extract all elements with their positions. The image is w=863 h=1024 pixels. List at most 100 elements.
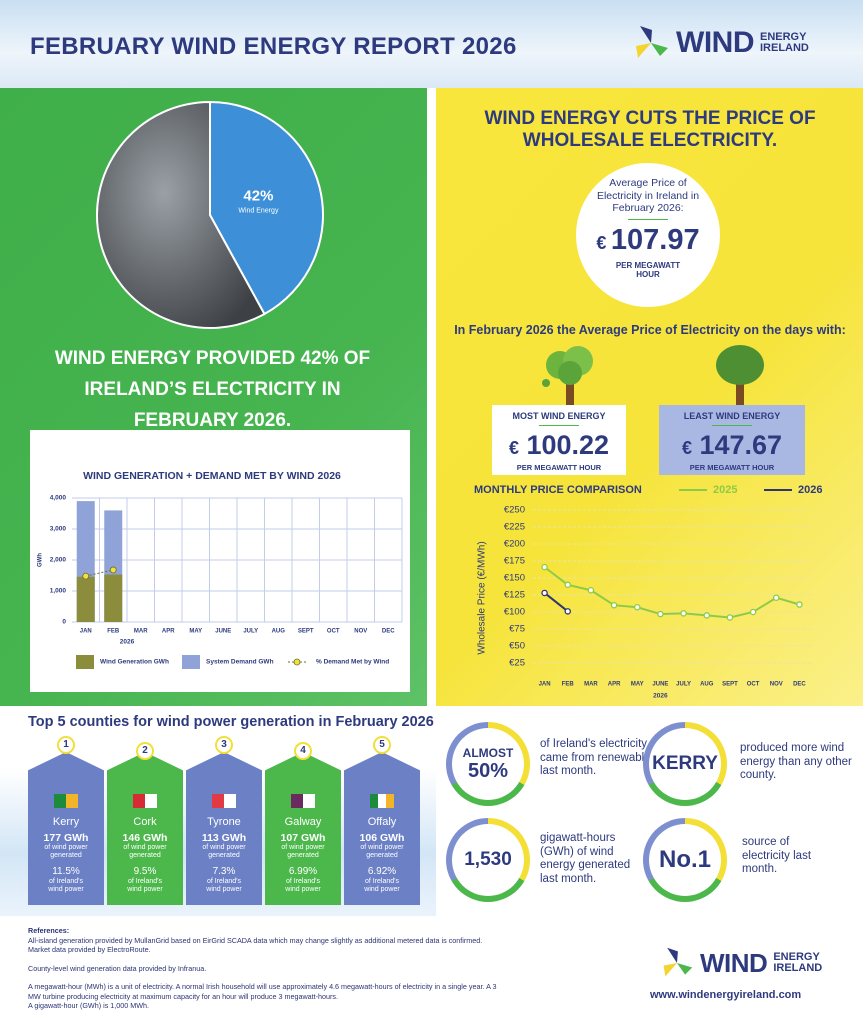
bar <box>76 576 95 622</box>
bar <box>104 574 123 622</box>
currency: € <box>681 438 692 458</box>
footer-logo: WIND ENERGY IRELAND <box>660 946 822 980</box>
line-chart: MONTHLY PRICE COMPARISON 2025 2026 Wholesal… <box>474 484 822 700</box>
county-rank: 5 <box>373 736 391 754</box>
stat-circle: ALMOST 50% <box>446 722 530 806</box>
stat-big: KERRY <box>652 753 718 774</box>
logo: WIND ENERGY IRELAND <box>632 24 809 62</box>
county-generation: 146 GWh <box>122 832 168 844</box>
x-tick-label: APR <box>608 682 621 688</box>
x-tick-label: MAR <box>584 682 598 688</box>
x-tick-label: NOV <box>354 629 367 635</box>
county-rank: 1 <box>57 736 75 754</box>
logo-main: WIND <box>676 26 754 59</box>
price: 147.67 <box>699 430 783 460</box>
legend-swatch <box>182 655 200 669</box>
x-tick-label: MAY <box>631 682 644 688</box>
pie-chart: 42% Wind Energy <box>96 100 324 329</box>
box-label: LEAST WIND ENERGY <box>683 411 781 421</box>
y-tick-label: €50 <box>509 641 525 652</box>
legend-label: 2026 <box>798 484 822 496</box>
county-name: Kerry <box>52 816 80 828</box>
y-tick-label: €225 <box>504 522 525 533</box>
price-point <box>564 608 571 615</box>
county-name: Galway <box>284 816 322 828</box>
price-point <box>610 601 618 609</box>
flag-stripe <box>66 794 78 808</box>
flag-stripe <box>133 794 145 808</box>
y-tick-label: 4,000 <box>50 495 67 502</box>
price-point <box>680 610 687 617</box>
least-wind-box: LEAST WIND ENERGY € 147.67 PER MEGAWATT … <box>659 405 805 475</box>
most-wind-box: MOST WIND ENERGY € 100.22 PER MEGAWATT H… <box>492 405 626 475</box>
stat-text: of Ireland's electricity came from renew… <box>540 738 657 777</box>
box-value: € 147.67 <box>659 430 805 463</box>
stat-big: 1,530 <box>464 849 512 870</box>
county-note: of wind power generated <box>44 844 88 859</box>
county-note: of Ireland's wind power <box>127 878 163 893</box>
y-tick-label: 0 <box>62 619 66 626</box>
report-title: FEBRUARY WIND ENERGY REPORT 2026 <box>30 33 517 60</box>
stat-big: No.1 <box>658 846 711 873</box>
currency: € <box>596 232 607 253</box>
logo-sub: ENERGY IRELAND <box>760 32 809 54</box>
county-note: of Ireland's wind power <box>206 878 242 893</box>
county-column: Cork 146 GWh of wind power generated 9.5% of… <box>107 752 183 905</box>
county-share: 7.3% <box>212 866 236 877</box>
county-share: 6.92% <box>367 866 397 877</box>
legend-swatch <box>76 655 94 669</box>
price-point <box>772 594 780 601</box>
separator <box>628 218 668 220</box>
county-column: Kerry 177 GWh of wind power generated 11.5%… <box>28 752 104 905</box>
flag-stripe <box>303 794 315 808</box>
legend-label: 2025 <box>713 484 737 496</box>
reference-line: All-island generation provided by Mullan… <box>28 935 483 945</box>
stat-text: gigawatt-hours (GWh) of wind energy gene… <box>540 832 631 885</box>
logo-icon <box>636 26 668 58</box>
x-axis-label: 2026 <box>653 693 668 700</box>
reference-line: Market data provided by ElectroRoute. <box>28 945 151 954</box>
references: References: All-island generation provid… <box>28 926 588 1011</box>
headline: WIND ENERGY PROVIDED 42% OF IRELAND’S EL… <box>54 348 371 431</box>
county-note: of wind power generated <box>281 844 325 859</box>
unit: PER MEGAWATT HOUR <box>689 463 775 472</box>
references-heading: References: <box>28 926 70 935</box>
price-point <box>541 589 548 597</box>
price: 107.97 <box>610 223 700 256</box>
county-flag <box>291 794 315 808</box>
header <box>0 0 863 88</box>
y-tick-label: 2,000 <box>50 557 67 564</box>
chart-title: MONTHLY PRICE COMPARISON <box>474 484 642 496</box>
x-tick-label: JUNE <box>215 629 231 635</box>
county-column: Tyrone 113 GWh of wind power generated 7.3%… <box>186 752 262 905</box>
x-axis-label: 2026 <box>120 639 135 646</box>
x-tick-label: JAN <box>539 682 551 688</box>
county-generation: 107 GWh <box>280 832 326 844</box>
y-tick-label: €100 <box>504 607 525 618</box>
pie-slice <box>96 100 266 329</box>
separator <box>539 425 579 426</box>
flag-stripe <box>370 794 378 808</box>
county-share: 6.99% <box>288 866 318 877</box>
y-tick-label: €25 <box>509 658 525 669</box>
x-tick-label: SEPT <box>722 682 738 688</box>
price-point <box>633 603 641 611</box>
footer <box>0 916 863 1024</box>
x-tick-label: SEPT <box>298 629 314 635</box>
x-tick-label: AUG <box>272 629 286 635</box>
flag-stripe <box>378 794 386 808</box>
price-point <box>541 563 548 571</box>
unit: PER MEGAWATT HOUR <box>615 260 681 279</box>
days-intro: In February 2026 the Average Price of El… <box>454 323 846 337</box>
county-generation: 177 GWh <box>43 832 89 844</box>
stat-inner: No.1 <box>649 824 721 896</box>
x-tick-label: NOV <box>770 682 783 688</box>
percent-point <box>109 566 117 574</box>
flag-stripe <box>224 794 236 808</box>
y-tick-label: €125 <box>504 590 525 601</box>
county-flag <box>212 794 236 808</box>
stat-inner: KERRY <box>649 728 721 800</box>
flag-stripe <box>145 794 157 808</box>
y-axis-label: GWh <box>38 553 44 567</box>
bar-chart-card: WIND GENERATION + DEMAND MET BY WIND 202… <box>30 430 410 692</box>
